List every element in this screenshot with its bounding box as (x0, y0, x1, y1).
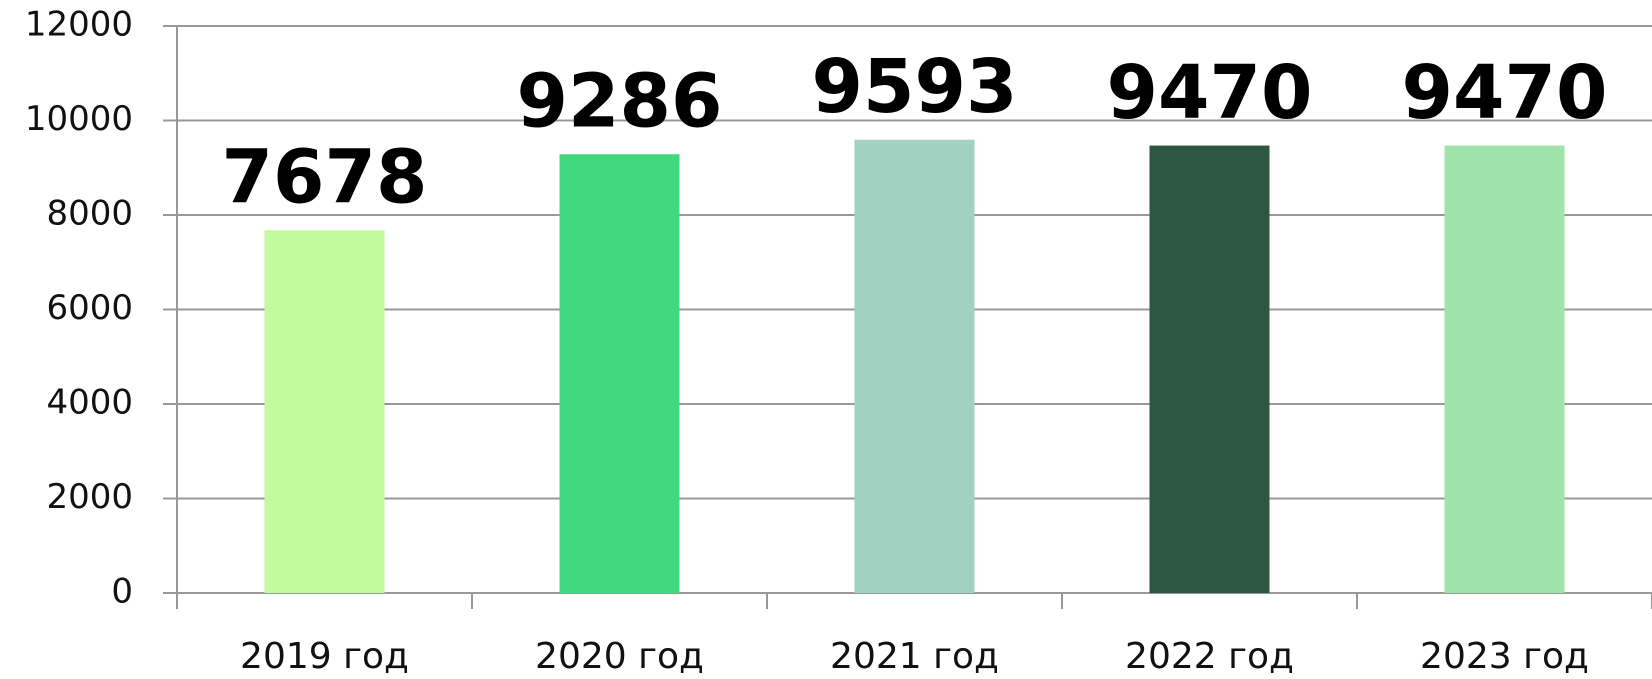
x-tick-label: 2021 год (830, 636, 999, 677)
y-tick-label: 12000 (25, 5, 133, 45)
x-tick-label: 2020 год (535, 636, 704, 677)
bar (264, 230, 385, 594)
x-tick-label: 2022 год (1125, 636, 1294, 677)
y-tick-label: 0 (111, 572, 133, 612)
y-tick-label: 8000 (46, 194, 133, 234)
bar (1444, 145, 1565, 594)
bar (854, 139, 975, 593)
y-tick-label: 2000 (46, 477, 133, 517)
y-tick-label: 4000 (46, 383, 133, 423)
bar (559, 154, 680, 593)
value-label: 9593 (812, 44, 1018, 130)
bar (1149, 145, 1270, 594)
x-tick-label: 2019 год (240, 636, 409, 677)
value-label: 9470 (1402, 50, 1608, 136)
y-tick-label: 10000 (25, 99, 133, 139)
value-label: 9470 (1107, 50, 1313, 136)
value-label: 7678 (222, 135, 428, 221)
y-tick-label: 6000 (46, 288, 133, 328)
value-label: 9286 (517, 59, 723, 145)
x-tick-label: 2023 год (1420, 636, 1589, 677)
